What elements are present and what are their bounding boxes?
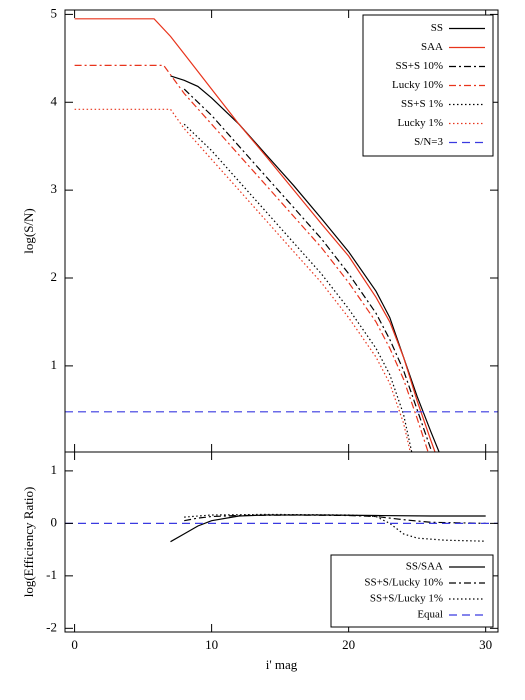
data-line [170, 75, 440, 452]
plot-area [65, 18, 498, 452]
y-axis-label: log(S/N) [21, 208, 36, 254]
legend-label: SS/SAA [406, 561, 443, 573]
y-tick-label: 0 [51, 514, 58, 529]
plot-area [65, 513, 498, 543]
data-line [184, 514, 486, 524]
y-axis-label: log(Efficiency Ratio) [21, 487, 36, 598]
x-tick-label: 20 [342, 637, 355, 652]
data-line [74, 108, 411, 452]
legend-label: SS+S 1% [401, 98, 443, 110]
y-tick-label: 1 [51, 462, 58, 477]
y-tick-label: -2 [46, 619, 57, 634]
data-line [170, 514, 486, 543]
legend-label: Lucky 1% [397, 117, 443, 129]
legend-label: Lucky 10% [392, 79, 443, 91]
y-tick-label: -1 [46, 567, 57, 582]
legend-label: Equal [417, 609, 443, 621]
x-tick-label: 30 [479, 637, 492, 652]
data-line [183, 123, 413, 452]
x-tick-label: 10 [205, 637, 218, 652]
data-line [184, 513, 486, 542]
y-tick-label: 4 [51, 93, 58, 108]
legend: SS SAA SS+S 10% Lucky 10% SS+S 1% Lucky 1% S/N… [362, 14, 494, 157]
y-tick-label: 3 [51, 181, 58, 196]
legend-box [362, 14, 494, 157]
legend-label: SS+S/Lucky 1% [370, 593, 443, 605]
y-tick-label: 1 [51, 357, 58, 372]
data-line [74, 18, 436, 452]
legend-label: SS+S 10% [396, 60, 443, 72]
data-line [183, 88, 432, 450]
legend-label: SS+S/Lucky 10% [364, 577, 443, 589]
data-line [74, 64, 429, 452]
legend-label: S/N=3 [414, 136, 443, 148]
x-tick-label: 0 [71, 637, 78, 652]
legend-label: SAA [421, 41, 443, 53]
x-axis-label: i' mag [266, 657, 298, 672]
plot-frame [64, 451, 499, 633]
legend-label: SS [431, 22, 443, 34]
y-tick-label: 5 [51, 5, 58, 20]
y-tick-label: 2 [51, 269, 58, 284]
legend: SS/SAA SS+S/Lucky 10% SS+S/Lucky 1% Equal [330, 554, 494, 628]
